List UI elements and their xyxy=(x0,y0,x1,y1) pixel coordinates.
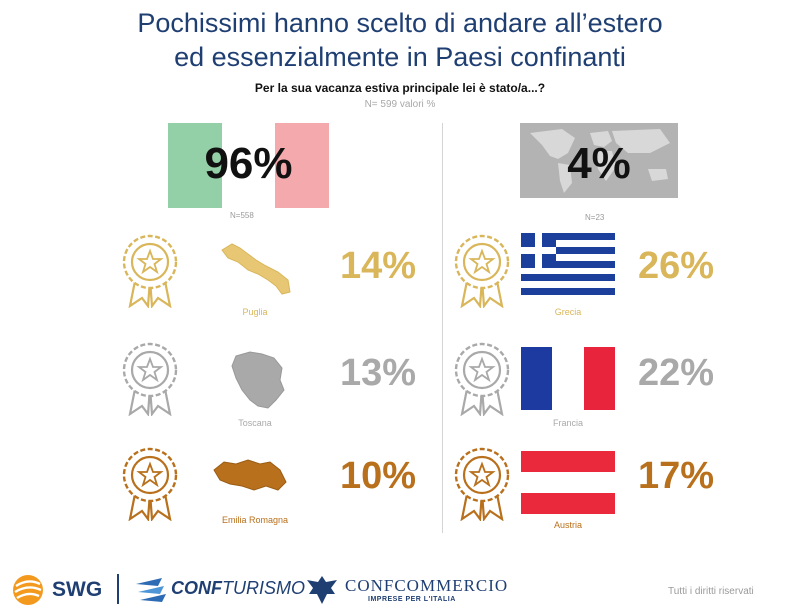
toscana-map-icon xyxy=(228,350,288,417)
emilia-romagna-map-icon xyxy=(212,456,288,501)
page-title-line1: Pochissimi hanno scelto di andare all’es… xyxy=(137,8,663,38)
swg-logo-icon xyxy=(12,574,44,611)
puglia-map-icon xyxy=(218,240,294,303)
column-divider xyxy=(442,123,443,533)
confturismo-logo-text-b: TURISMO xyxy=(222,578,305,598)
italy-percent: 96% xyxy=(204,139,293,188)
swg-logo-text: SWG xyxy=(52,578,103,601)
abroad-n-label: N=23 xyxy=(585,213,605,222)
abroad-percent: 4% xyxy=(567,139,631,188)
bronze-medal-icon xyxy=(120,445,180,526)
greece-percent: 26% xyxy=(638,245,715,287)
rights-notice: Tutti i diritti riservati xyxy=(668,586,754,597)
italy-n-label: N=558 xyxy=(230,211,254,220)
page-title-line2: ed essenzialmente in Paesi confinanti xyxy=(174,42,626,72)
austria-percent: 17% xyxy=(638,455,715,497)
silver-medal-icon xyxy=(452,340,512,421)
confturismo-logo-icon xyxy=(134,574,168,611)
bronze-medal-icon xyxy=(452,445,512,526)
confcommercio-eagle-icon xyxy=(305,572,339,613)
austria-label: Austria xyxy=(553,520,582,530)
austria-flag-icon xyxy=(521,451,615,519)
emilia-romagna-percent: 10% xyxy=(340,455,417,497)
toscana-percent: 13% xyxy=(340,352,417,394)
sample-size: N= 599 valori % xyxy=(364,99,436,110)
greece-label: Grecia xyxy=(554,307,582,317)
france-flag-icon xyxy=(521,347,615,415)
confturismo-logo-text-a: CONF xyxy=(171,578,222,598)
italy-flag xyxy=(168,123,329,208)
silver-medal-icon xyxy=(120,340,180,421)
confcommercio-subtitle: IMPRESE PER L'ITALIA xyxy=(368,596,456,603)
puglia-percent: 14% xyxy=(340,245,417,287)
gold-medal-icon xyxy=(452,232,512,313)
emilia-romagna-label: Emilia Romagna xyxy=(221,515,289,525)
puglia-label: Puglia xyxy=(242,307,268,317)
greece-flag-icon xyxy=(521,233,615,300)
gold-medal-icon xyxy=(120,232,180,313)
france-label: Francia xyxy=(552,418,583,428)
confcommercio-logo-text: CONFCOMMERCIO xyxy=(345,576,509,595)
toscana-label: Toscana xyxy=(238,418,272,428)
footer-separator xyxy=(117,574,119,604)
world-map-image xyxy=(520,123,678,198)
france-percent: 22% xyxy=(638,352,715,394)
survey-question: Per la sua vacanza estiva principale lei… xyxy=(254,81,546,95)
confturismo-logo-text: CONFTURISMO xyxy=(171,578,305,599)
